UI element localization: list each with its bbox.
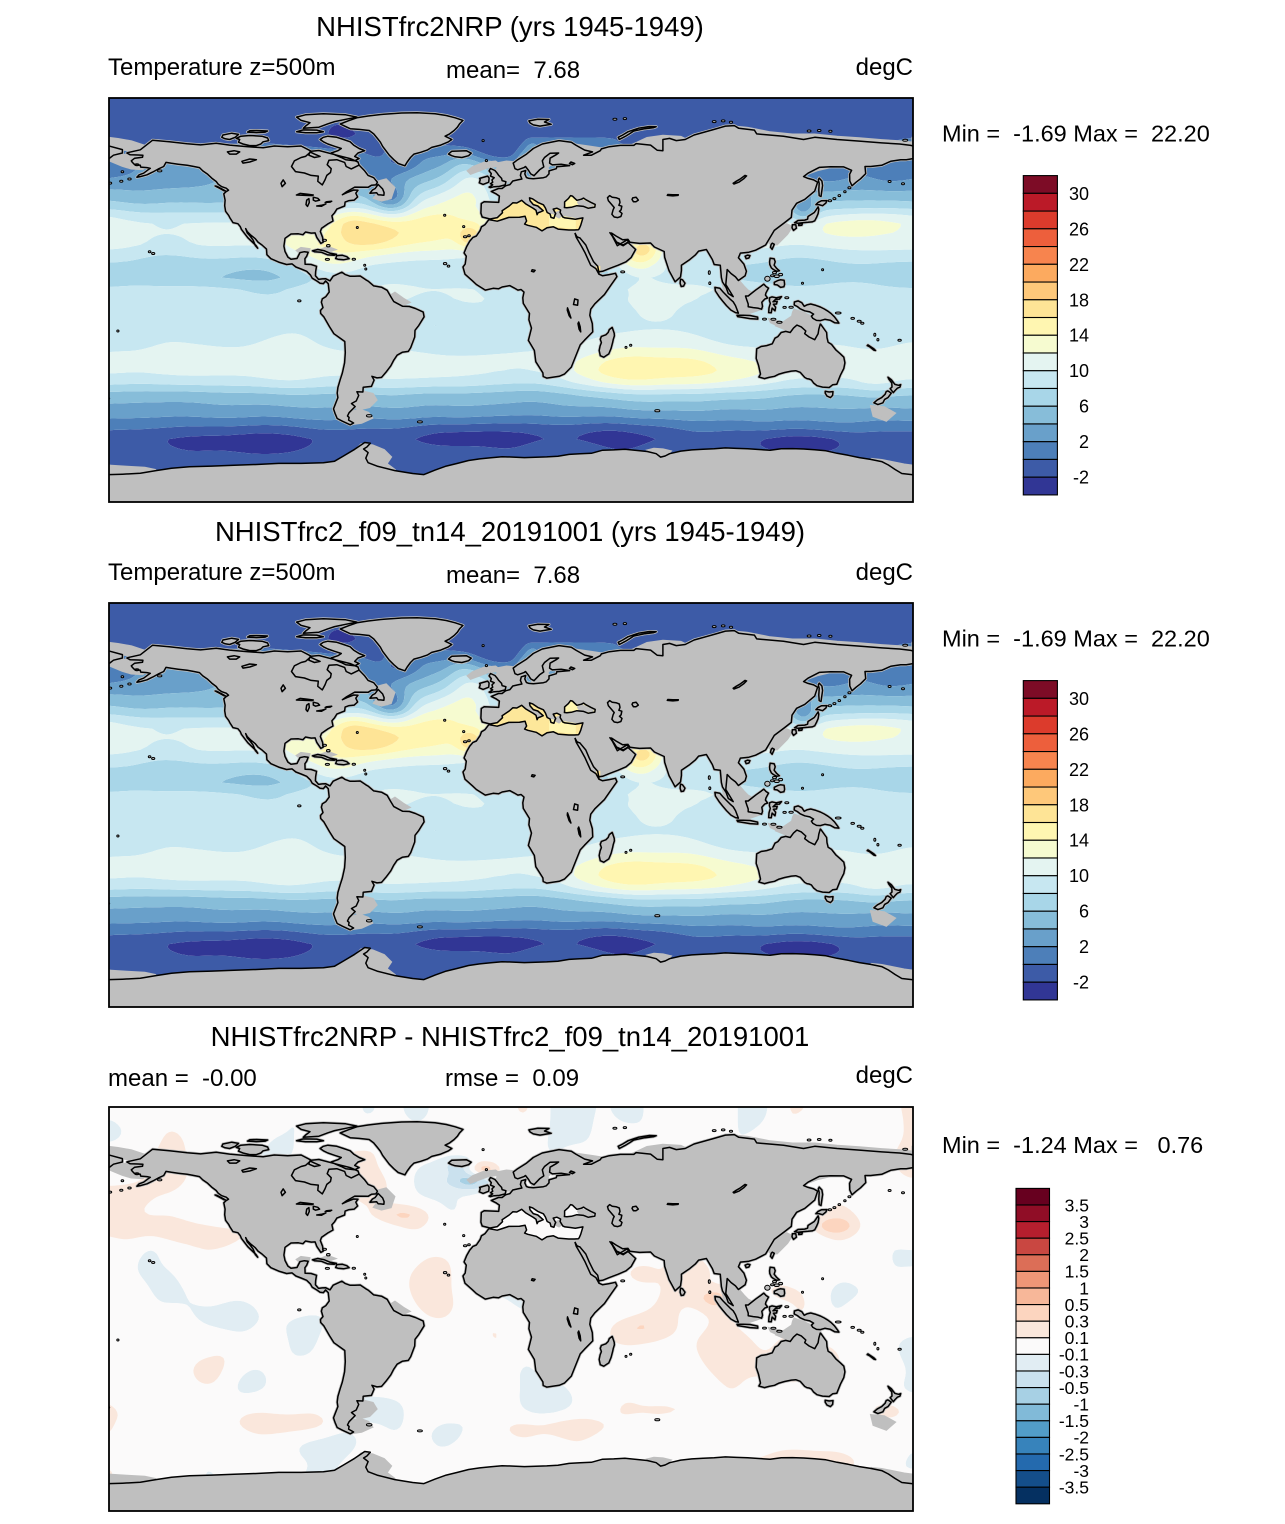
svg-text:26: 26 [1069, 724, 1089, 744]
svg-text:degC: degC [856, 1062, 913, 1089]
svg-text:degC: degC [856, 559, 913, 586]
svg-text:-1.5: -1.5 [1059, 1411, 1089, 1431]
svg-text:18: 18 [1069, 795, 1089, 815]
svg-text:-0.1: -0.1 [1059, 1345, 1089, 1365]
svg-text:Min = -1.69 Max = 22.20: Min = -1.69 Max = 22.20 [942, 121, 1210, 147]
svg-text:26: 26 [1069, 219, 1089, 239]
svg-text:mean = -0.00: mean = -0.00 [108, 1065, 257, 1092]
svg-text:Min = -1.24 Max = 0.76: Min = -1.24 Max = 0.76 [942, 1132, 1203, 1158]
svg-text:rmse = 0.09: rmse = 0.09 [445, 1065, 579, 1092]
svg-text:NHISTfrc2NRP - NHISTfrc2_f09_t: NHISTfrc2NRP - NHISTfrc2_f09_tn14_201910… [211, 1021, 810, 1052]
svg-text:Temperature z=500m: Temperature z=500m [108, 54, 335, 81]
svg-text:2: 2 [1079, 1245, 1089, 1265]
svg-text:0.1: 0.1 [1065, 1328, 1089, 1348]
svg-text:Min = -1.69 Max = 22.20: Min = -1.69 Max = 22.20 [942, 626, 1210, 652]
svg-text:0.5: 0.5 [1065, 1295, 1089, 1315]
svg-text:3: 3 [1079, 1212, 1089, 1232]
svg-text:2: 2 [1079, 937, 1089, 957]
svg-text:NHISTfrc2NRP (yrs 1945-1949): NHISTfrc2NRP (yrs 1945-1949) [316, 11, 704, 42]
svg-text:-3: -3 [1073, 1461, 1089, 1481]
svg-text:-2.5: -2.5 [1059, 1444, 1089, 1464]
svg-text:mean= 7.68: mean= 7.68 [446, 57, 580, 84]
svg-text:2.5: 2.5 [1065, 1229, 1089, 1249]
svg-text:10: 10 [1069, 866, 1089, 886]
svg-text:-3.5: -3.5 [1059, 1478, 1089, 1498]
svg-text:22: 22 [1069, 760, 1089, 780]
svg-text:14: 14 [1069, 326, 1089, 346]
svg-text:Temperature z=500m: Temperature z=500m [108, 559, 335, 586]
svg-text:14: 14 [1069, 831, 1089, 851]
svg-text:6: 6 [1079, 902, 1089, 922]
svg-text:1: 1 [1079, 1278, 1089, 1298]
svg-text:-0.3: -0.3 [1059, 1361, 1089, 1381]
svg-text:2: 2 [1079, 432, 1089, 452]
svg-text:3.5: 3.5 [1065, 1195, 1089, 1215]
svg-text:-1: -1 [1073, 1395, 1089, 1415]
svg-text:NHISTfrc2_f09_tn14_20191001 (y: NHISTfrc2_f09_tn14_20191001 (yrs 1945-19… [215, 516, 805, 547]
svg-text:-2: -2 [1073, 468, 1089, 488]
svg-text:6: 6 [1079, 397, 1089, 417]
svg-text:0.3: 0.3 [1065, 1312, 1089, 1332]
svg-text:30: 30 [1069, 689, 1089, 709]
svg-text:1.5: 1.5 [1065, 1262, 1089, 1282]
svg-text:-2: -2 [1073, 1428, 1089, 1448]
svg-text:30: 30 [1069, 184, 1089, 204]
svg-text:-0.5: -0.5 [1059, 1378, 1089, 1398]
svg-text:mean= 7.68: mean= 7.68 [446, 562, 580, 589]
svg-text:-2: -2 [1073, 973, 1089, 993]
svg-text:10: 10 [1069, 361, 1089, 381]
svg-text:18: 18 [1069, 290, 1089, 310]
svg-text:degC: degC [856, 54, 913, 81]
svg-text:22: 22 [1069, 255, 1089, 275]
